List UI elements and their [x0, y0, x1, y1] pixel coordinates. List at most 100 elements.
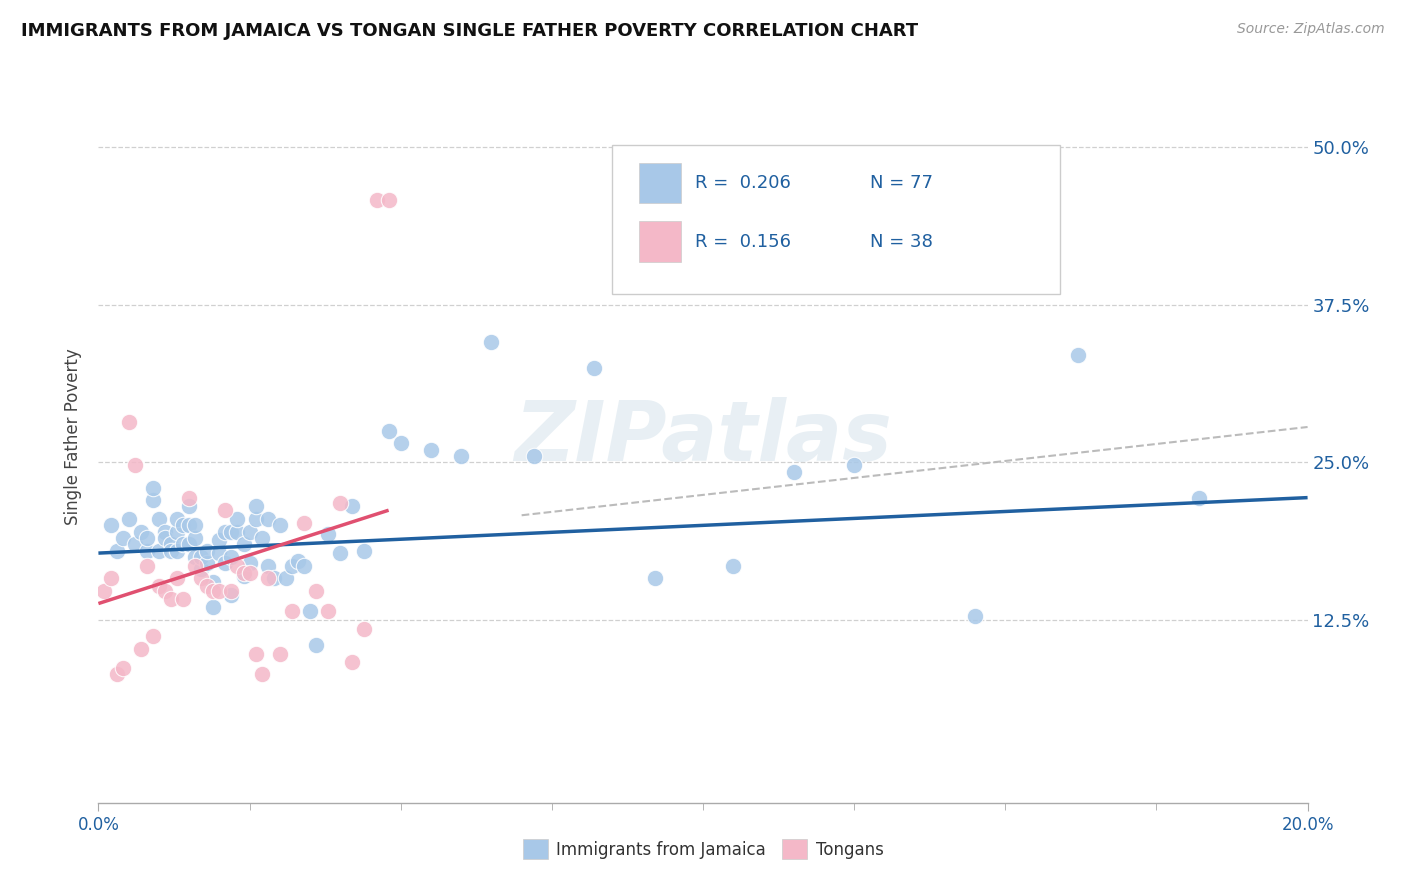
FancyBboxPatch shape: [613, 145, 1060, 294]
Legend: Immigrants from Jamaica, Tongans: Immigrants from Jamaica, Tongans: [515, 830, 891, 868]
Point: [100, 571, 122, 585]
Point: [124, 537, 146, 551]
Point: [256, 571, 278, 585]
Point: [129, 642, 152, 657]
Point: [172, 518, 194, 533]
Point: [148, 512, 170, 526]
Text: N = 38: N = 38: [870, 233, 932, 251]
Point: [239, 556, 262, 570]
Point: [221, 524, 243, 539]
Y-axis label: Single Father Poverty: Single Father Poverty: [65, 349, 83, 525]
Point: [644, 571, 666, 585]
Point: [221, 583, 243, 598]
Point: [160, 591, 183, 606]
Point: [190, 549, 212, 564]
FancyBboxPatch shape: [638, 221, 682, 261]
Point: [226, 558, 249, 573]
Point: [269, 518, 291, 533]
Point: [274, 571, 297, 585]
Point: [232, 537, 254, 551]
Point: [214, 503, 236, 517]
Point: [232, 569, 254, 583]
Point: [316, 604, 339, 618]
Point: [245, 512, 267, 526]
Point: [342, 500, 364, 514]
Point: [124, 458, 146, 472]
Point: [844, 458, 866, 472]
Point: [153, 524, 176, 539]
Point: [105, 667, 128, 681]
Point: [377, 424, 399, 438]
Point: [172, 591, 194, 606]
Point: [190, 571, 212, 585]
Point: [179, 491, 201, 505]
Point: [166, 524, 188, 539]
Point: [93, 583, 115, 598]
Point: [299, 604, 322, 618]
Point: [153, 583, 176, 598]
Point: [256, 512, 278, 526]
Point: [202, 600, 225, 615]
Point: [420, 442, 443, 457]
Point: [221, 588, 243, 602]
Point: [111, 661, 134, 675]
Text: R =  0.206: R = 0.206: [695, 174, 790, 193]
Point: [329, 496, 352, 510]
Point: [239, 524, 262, 539]
Text: N = 77: N = 77: [870, 174, 932, 193]
Point: [316, 527, 339, 541]
Point: [450, 449, 472, 463]
Point: [179, 500, 201, 514]
Point: [166, 571, 188, 585]
Point: [118, 415, 141, 429]
Point: [239, 566, 262, 581]
Point: [135, 543, 157, 558]
Point: [281, 558, 304, 573]
Point: [1067, 348, 1090, 362]
Point: [208, 533, 231, 548]
Point: [153, 531, 176, 545]
Point: [783, 466, 806, 480]
Point: [481, 335, 503, 350]
Point: [160, 537, 183, 551]
Point: [292, 558, 315, 573]
Point: [118, 512, 141, 526]
Point: [221, 549, 243, 564]
Point: [1188, 491, 1211, 505]
Point: [172, 537, 194, 551]
Point: [179, 537, 201, 551]
Point: [342, 655, 364, 669]
Point: [366, 193, 388, 207]
Point: [195, 556, 218, 570]
Point: [245, 647, 267, 661]
Text: R =  0.156: R = 0.156: [695, 233, 790, 251]
Point: [105, 543, 128, 558]
Point: [965, 609, 987, 624]
Point: [184, 518, 207, 533]
Point: [353, 543, 375, 558]
Text: IMMIGRANTS FROM JAMAICA VS TONGAN SINGLE FATHER POVERTY CORRELATION CHART: IMMIGRANTS FROM JAMAICA VS TONGAN SINGLE…: [21, 22, 918, 40]
Point: [329, 546, 352, 560]
Point: [100, 518, 122, 533]
Point: [583, 360, 606, 375]
Point: [287, 554, 309, 568]
Point: [263, 571, 285, 585]
Point: [292, 516, 315, 530]
Point: [250, 531, 273, 545]
Point: [250, 667, 273, 681]
Point: [208, 583, 231, 598]
FancyBboxPatch shape: [638, 162, 682, 203]
Point: [135, 531, 157, 545]
Point: [179, 518, 201, 533]
Point: [135, 558, 157, 573]
Point: [148, 579, 170, 593]
Point: [184, 558, 207, 573]
Point: [160, 543, 183, 558]
Point: [245, 500, 267, 514]
Point: [148, 543, 170, 558]
Point: [195, 579, 218, 593]
Point: [166, 543, 188, 558]
Text: Source: ZipAtlas.com: Source: ZipAtlas.com: [1237, 22, 1385, 37]
Point: [111, 531, 134, 545]
Point: [166, 512, 188, 526]
